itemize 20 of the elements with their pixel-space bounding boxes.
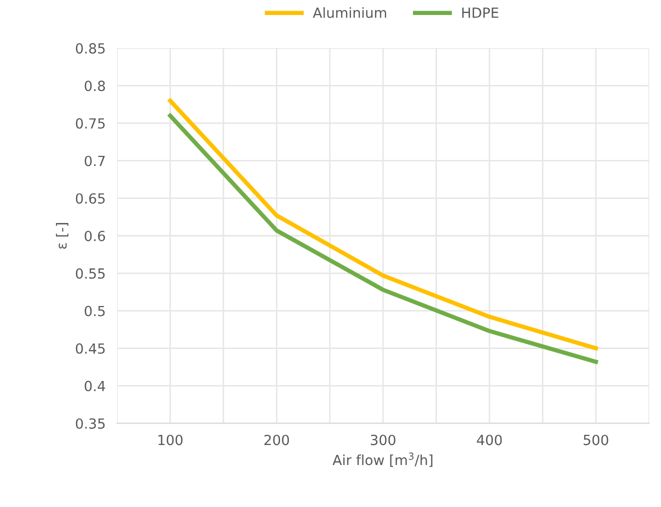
y-tick-label: 0.75: [76, 118, 105, 129]
y-tick-label: 0.8: [84, 80, 105, 92]
legend-label: HDPE: [462, 8, 498, 18]
y-tick-label: 0.65: [76, 193, 105, 204]
y-tick-label: 0.5: [84, 306, 105, 316]
y-tick-label: 0.45: [76, 343, 105, 354]
legend-label: Aluminium: [312, 7, 386, 18]
x-tick-label: 400: [476, 434, 502, 446]
y-tick-label: 0.6: [84, 230, 106, 242]
y-tick-label: 0.55: [76, 268, 105, 279]
y-axis-title: ε [-]: [56, 223, 68, 249]
x-tick-label: 100: [158, 434, 183, 446]
y-tick-label: 0.85: [76, 43, 105, 54]
y-tick-label: 0.4: [84, 380, 106, 392]
y-tick-label: 0.7: [84, 156, 105, 166]
y-tick-label: 0.35: [76, 418, 105, 429]
x-axis-title: Air flow [m$^{3}$/h]: [332, 452, 432, 467]
x-tick-label: 200: [264, 434, 289, 446]
x-tick-label: 300: [370, 434, 396, 446]
x-tick-label: 500: [584, 434, 608, 446]
